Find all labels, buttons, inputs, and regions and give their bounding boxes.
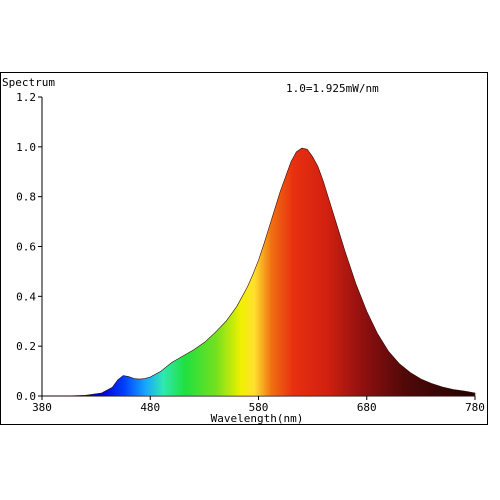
y-tick-label: 1.2 [16, 91, 36, 104]
x-axis-label: Wavelength(nm) [211, 412, 304, 425]
x-axis-ticks: 380 480 580 680 780 [32, 396, 485, 414]
y-tick-label: 0.8 [16, 191, 36, 204]
y-axis-label: Spectrum [2, 76, 55, 89]
x-tick-label: 580 [249, 401, 269, 414]
y-tick-label: 1.0 [16, 141, 36, 154]
x-tick-label: 780 [465, 401, 485, 414]
x-tick-label: 380 [32, 401, 52, 414]
image-frame [0, 72, 488, 425]
spectrum-area [42, 147, 476, 397]
y-tick-label: 0.0 [16, 390, 36, 403]
x-tick-label: 480 [140, 401, 160, 414]
x-tick-label: 680 [357, 401, 377, 414]
y-tick-label: 0.6 [16, 241, 36, 254]
y-axis-ticks: 0.0 0.2 0.4 0.6 0.8 1.0 1.2 [16, 91, 42, 403]
scale-annotation: 1.0=1.925mW/nm [286, 82, 379, 95]
y-tick-label: 0.2 [16, 340, 36, 353]
y-tick-label: 0.4 [16, 290, 36, 303]
